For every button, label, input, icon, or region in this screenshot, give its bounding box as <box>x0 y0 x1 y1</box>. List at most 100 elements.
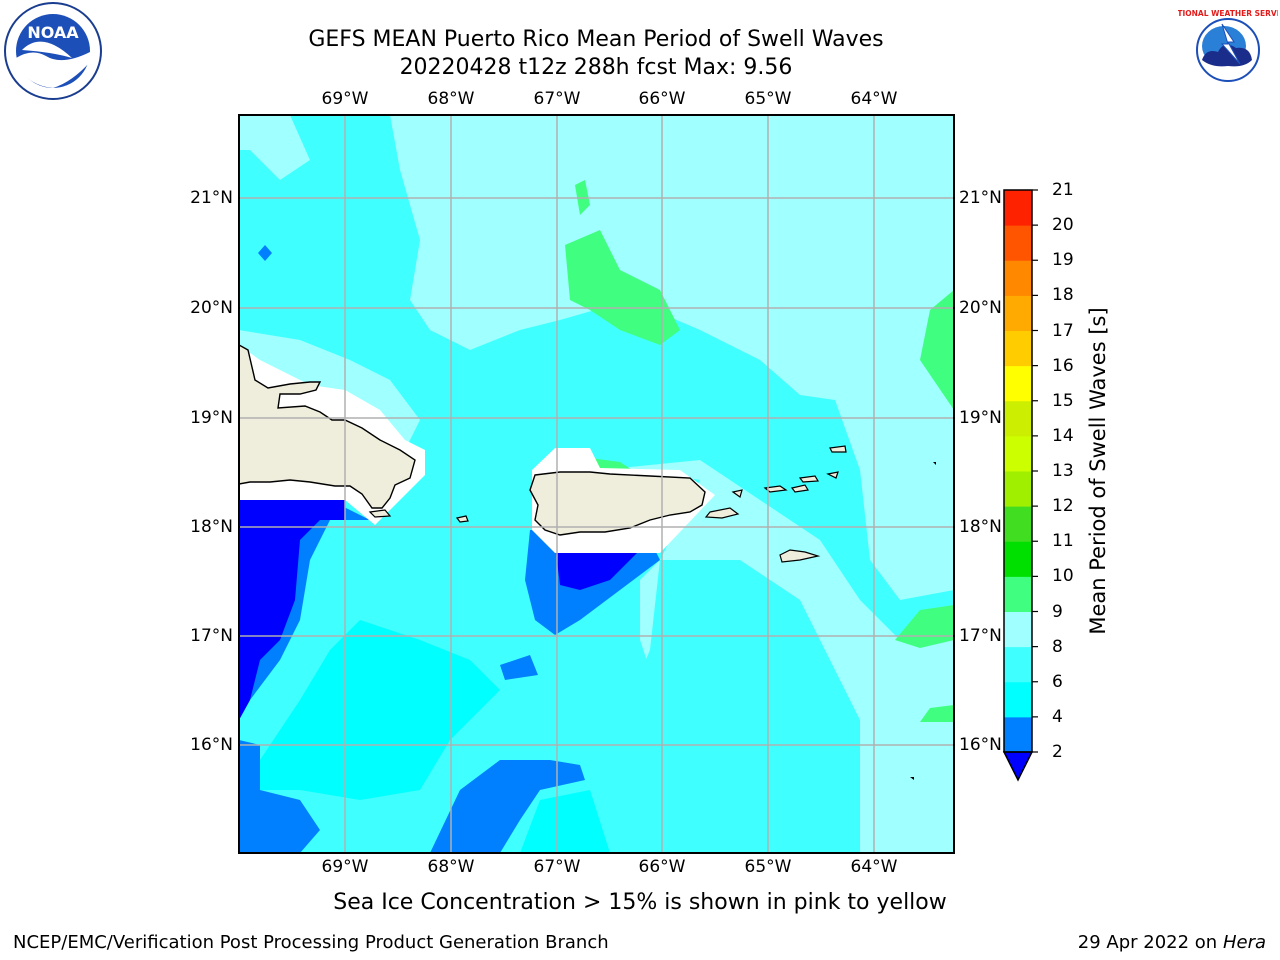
colorbar-tick-label: 18 <box>1052 285 1074 306</box>
colorbar-label: Mean Period of Swell Waves [s] <box>1086 307 1110 635</box>
colorbar-tick-label: 14 <box>1052 425 1074 446</box>
map-frame <box>238 114 955 854</box>
colorbar-tick-label: 9 <box>1052 601 1063 622</box>
colorbar-tick-label: 16 <box>1052 355 1074 376</box>
footer-date: 29 Apr 2022 on Hera <box>1078 932 1266 953</box>
colorbar-tick-label: 8 <box>1052 636 1063 657</box>
left-lat-label-18n: 18°N <box>190 517 233 537</box>
island-anegada <box>826 471 839 479</box>
top-lon-label-69w: 69°W <box>321 89 369 109</box>
colorbar-tick-label: 15 <box>1052 390 1074 411</box>
top-lon-label-67w: 67°W <box>533 89 581 109</box>
colorbar <box>1002 189 1038 782</box>
colorbar-band-8 <box>1004 611 1032 648</box>
right-lat-label-20n: 20°N <box>959 298 1002 318</box>
field-band-9-10-d <box>920 705 954 722</box>
field-band-2-4-b <box>555 545 645 590</box>
field-band-6-8-inner-b <box>520 790 610 853</box>
left-lat-label-17n: 17°N <box>190 626 233 646</box>
island-small-se <box>910 777 914 780</box>
colorbar-band-2 <box>1004 716 1032 753</box>
colorbar-tick-label: 6 <box>1052 671 1063 692</box>
colorbar-band-14 <box>1004 400 1032 437</box>
field-band-8-9-north <box>390 115 954 600</box>
colorbar-band-19 <box>1004 225 1032 261</box>
island-st-croix <box>779 549 821 563</box>
map-title: GEFS MEAN Puerto Rico Mean Period of Swe… <box>308 27 884 52</box>
bottom-lon-label-64w: 64°W <box>850 857 898 877</box>
right-lat-label-21n: 21°N <box>959 188 1002 208</box>
island-mona <box>455 515 469 523</box>
colorbar-band-15 <box>1004 365 1032 402</box>
colorbar-tick-label: 10 <box>1052 566 1074 587</box>
colorbar-tick-label: 20 <box>1052 215 1074 236</box>
island-small-e <box>933 462 936 465</box>
noaa-logo: NOAA <box>4 2 102 100</box>
left-lat-label-21n: 21°N <box>190 188 233 208</box>
colorbar-band-12 <box>1004 471 1032 507</box>
right-lat-label-16n: 16°N <box>959 735 1002 755</box>
colorbar-band-18 <box>1004 260 1032 296</box>
top-lon-label-68w: 68°W <box>427 89 475 109</box>
field-band-9-10-b <box>920 290 954 410</box>
footer-branch: NCEP/EMC/Verification Post Processing Pr… <box>13 932 609 953</box>
island-st-john <box>790 484 809 493</box>
bottom-lon-label-66w: 66°W <box>638 857 686 877</box>
colorbar-band-9 <box>1004 576 1032 612</box>
colorbar-tick-label: 21 <box>1052 180 1074 200</box>
field-band-2-4-dot2 <box>258 245 272 261</box>
colorbar-band-4 <box>1004 681 1032 718</box>
colorbar-band-13 <box>1004 435 1032 472</box>
colorbar-tick-label: 13 <box>1052 461 1074 481</box>
nws-logo: NATIONAL WEATHER SERVICE <box>1178 6 1278 94</box>
field-band-4-6-e <box>500 655 538 680</box>
island-tortola <box>798 475 820 483</box>
colorbar-band-10 <box>1004 541 1032 577</box>
colorbar-band-20 <box>1004 190 1032 226</box>
island-vieques <box>704 507 740 519</box>
field-band-4-6-c <box>239 740 320 853</box>
hispaniola-land <box>239 344 416 509</box>
left-lat-label-19n: 19°N <box>190 408 233 428</box>
colorbar-tick-label: 4 <box>1052 706 1063 727</box>
sea-ice-note: Sea Ice Concentration > 15% is shown in … <box>333 890 947 915</box>
colorbar-band-6 <box>1004 646 1032 683</box>
footer-date-text: 29 Apr 2022 on <box>1077 932 1223 953</box>
field-band-9-10-c <box>895 605 954 648</box>
top-lon-label-66w: 66°W <box>638 89 686 109</box>
footer-host: Hera <box>1222 932 1266 953</box>
colorbar-band-16 <box>1004 330 1032 367</box>
field-band-4-6-d <box>430 760 585 853</box>
left-lat-label-16n: 16°N <box>190 735 233 755</box>
colorbar-tick-label: 11 <box>1052 531 1074 552</box>
field-band-6-8-south <box>610 560 860 853</box>
noaa-logo-text: NOAA <box>27 23 79 42</box>
colorbar-tick-label: 17 <box>1052 320 1074 341</box>
colorbar-extend-min <box>1002 751 1034 782</box>
colorbar-tick-label: 2 <box>1052 742 1063 762</box>
map-subtitle: 20220428 t12z 288h fcst Max: 9.56 <box>399 55 793 80</box>
field-band-8-9-nw <box>239 115 310 180</box>
colorbar-band-11 <box>1004 506 1032 542</box>
island-sombrero <box>829 445 847 453</box>
island-culebra <box>731 489 743 498</box>
colorbar-band-17 <box>1004 295 1032 331</box>
bottom-lon-label-68w: 68°W <box>427 857 475 877</box>
bottom-lon-label-67w: 67°W <box>533 857 581 877</box>
bottom-lon-label-69w: 69°W <box>321 857 369 877</box>
island-saona <box>368 509 392 518</box>
field-band-9-10-a <box>565 230 680 345</box>
field-band-6-8-inner <box>260 620 500 800</box>
top-lon-label-65w: 65°W <box>744 89 792 109</box>
colorbar-tick-label: 19 <box>1052 250 1074 271</box>
top-lon-label-64w: 64°W <box>850 89 898 109</box>
field-band-2-4-a <box>239 500 345 720</box>
right-lat-label-19n: 19°N <box>959 408 1002 428</box>
colorbar-tick-label: 12 <box>1052 496 1074 517</box>
graticule <box>239 115 954 853</box>
left-lat-label-20n: 20°N <box>190 298 233 318</box>
right-lat-label-17n: 17°N <box>959 626 1002 646</box>
right-lat-label-18n: 18°N <box>959 517 1002 537</box>
bottom-lon-label-65w: 65°W <box>744 857 792 877</box>
